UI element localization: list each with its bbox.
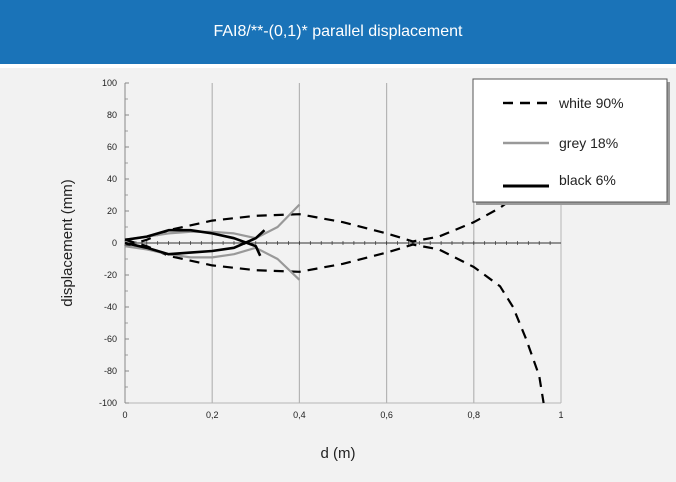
line-chart: 0 0,2 0,4 0,6 0,8 1 100 80 60 40 20 0 -20 -40 -60 -80 -1…: [59, 78, 670, 462]
y-tick-label: 0: [112, 238, 117, 248]
y-tick-label: -20: [104, 270, 117, 280]
x-axis-label: d (m): [321, 445, 356, 462]
chart-title: FAI8/**-(0,1)* parallel displacement: [213, 23, 463, 40]
y-tick-label: 20: [107, 206, 117, 216]
chart-panel: 0 0,2 0,4 0,6 0,8 1 100 80 60 40 20 0 -20 -40 -60 -80 -1…: [0, 68, 676, 482]
x-tick-label: 0,4: [293, 410, 306, 420]
y-tick-label: -100: [99, 398, 117, 408]
x-tick-label: 0,2: [206, 410, 219, 420]
series-line-black-0: [124, 228, 262, 257]
y-tick-label: -60: [104, 334, 117, 344]
series-line-black-1: [124, 229, 266, 256]
y-tick-label: 40: [107, 174, 117, 184]
legend-label: white 90%: [558, 95, 624, 111]
y-tick-label: -80: [104, 366, 117, 376]
x-tick-label: 0,8: [468, 410, 481, 420]
series-line-white-1: [124, 238, 545, 404]
series-line-white-0: [124, 194, 519, 248]
chart-header: FAI8/**-(0,1)* parallel displacement: [0, 0, 676, 64]
x-tick-label: 0,6: [380, 410, 393, 420]
y-tick-label: 60: [107, 142, 117, 152]
y-tick-label: 100: [102, 78, 117, 88]
legend-box: [472, 78, 668, 203]
y-tick-label: 80: [107, 110, 117, 120]
y-tick-label: -40: [104, 302, 117, 312]
x-tick-label: 0: [122, 410, 127, 420]
y-axis-label: displacement (mm): [59, 179, 76, 307]
legend: white 90% grey 18% black 6%: [472, 78, 670, 205]
series-lines: [124, 194, 545, 404]
legend-label: black 6%: [559, 172, 616, 188]
legend-label: grey 18%: [559, 135, 618, 151]
x-tick-label: 1: [558, 410, 563, 420]
